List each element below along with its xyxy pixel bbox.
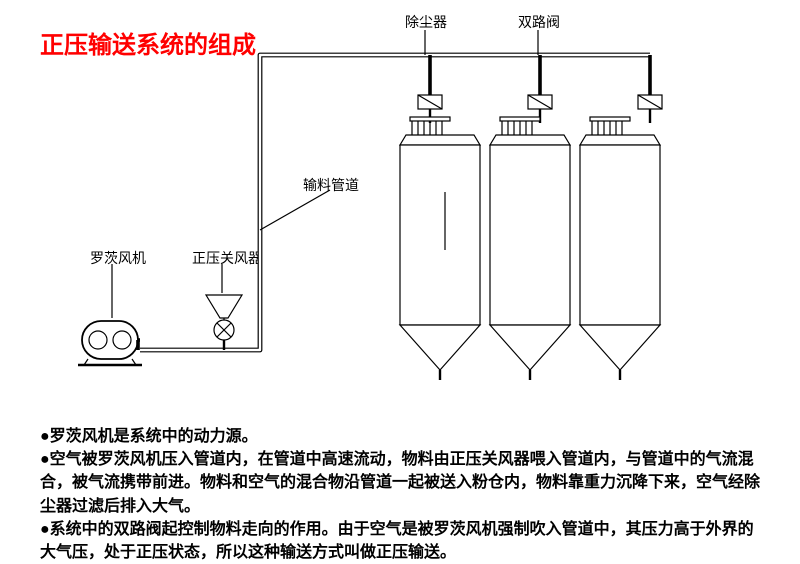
system-diagram bbox=[0, 0, 800, 420]
desc-line-3: ●系统中的双路阀起控制物料走向的作用。由于空气是被罗茨风机强制吹入管道中，其压力… bbox=[40, 518, 760, 564]
desc-line-1: ●罗茨风机是系统中的动力源。 bbox=[40, 425, 760, 448]
desc-line-2: ●空气被罗茨风机压入管道内，在管道中高速流动，物料由正压关风器喂入管道内，与管道… bbox=[40, 448, 760, 518]
description-block: ●罗茨风机是系统中的动力源。 ●空气被罗茨风机压入管道内，在管道中高速流动，物料… bbox=[40, 425, 760, 564]
